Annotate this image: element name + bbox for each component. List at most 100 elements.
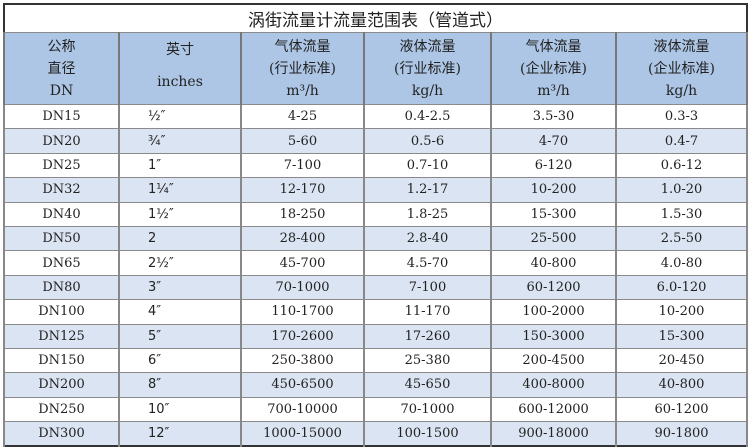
cell-gas-industry: 700-10000 bbox=[240, 396, 365, 423]
cell-gas-industry: 12-170 bbox=[240, 177, 365, 203]
header-line: (行业标准) bbox=[269, 60, 336, 77]
cell-liquid-enterprise: 2.5-50 bbox=[614, 225, 749, 252]
cell-inches: 1″ bbox=[118, 152, 242, 179]
cell-liquid-enterprise: 0.3-3 bbox=[614, 103, 749, 130]
cell-liquid-enterprise: 90-1800 bbox=[614, 421, 749, 447]
column-header-gas-enterprise: 气体流量 (企业标准) m³/h bbox=[490, 32, 617, 105]
table-row: DN50 2 28-400 2.8-40 25-500 2.5-50 bbox=[3, 225, 749, 252]
header-line: inches bbox=[157, 73, 203, 90]
header-line: (行业标准) bbox=[394, 60, 461, 77]
cell-liquid-industry: 0.7-10 bbox=[363, 152, 492, 179]
cell-liquid-industry: 1.2-17 bbox=[363, 177, 492, 203]
cell-gas-enterprise: 60-1200 bbox=[490, 274, 617, 301]
header-line: kg/h bbox=[665, 82, 698, 99]
header-line: 液体流量 bbox=[653, 38, 710, 55]
cell-gas-enterprise: 15-300 bbox=[490, 201, 617, 227]
cell-liquid-industry: 4.5-70 bbox=[363, 250, 492, 276]
cell-dn: DN65 bbox=[3, 250, 120, 276]
header-line: 气体流量 bbox=[274, 38, 331, 55]
cell-inches: ¾″ bbox=[118, 128, 242, 154]
column-header-inches: 英寸 inches bbox=[118, 32, 242, 105]
header-row: 公称直径 DN 英寸 inches 气体流量 (行业标准) m³/h 液体流量 (行业标准) kg… bbox=[3, 32, 749, 105]
table-row: DN125 5″ 170-2600 17-260 150-3000 15-300 bbox=[3, 323, 749, 349]
table-title: 涡街流量计流量范围表（管道式） bbox=[3, 3, 748, 33]
cell-dn: DN125 bbox=[3, 323, 120, 349]
cell-gas-industry: 45-700 bbox=[240, 250, 365, 276]
header-line: (企业标准) bbox=[648, 60, 715, 77]
cell-inches: 4″ bbox=[118, 299, 242, 325]
cell-dn: DN15 bbox=[3, 103, 120, 130]
cell-gas-industry: 28-400 bbox=[240, 225, 365, 252]
table-row: DN80 3″ 70-1000 7-100 60-1200 6.0-120 bbox=[3, 274, 749, 301]
column-header-liquid-enterprise: 液体流量 (企业标准) kg/h bbox=[614, 32, 749, 105]
cell-inches: 3″ bbox=[118, 274, 242, 301]
cell-gas-enterprise: 10-200 bbox=[490, 177, 617, 203]
cell-gas-enterprise: 25-500 bbox=[490, 225, 617, 252]
cell-liquid-enterprise: 1.0-20 bbox=[614, 177, 749, 203]
cell-dn: DN50 bbox=[3, 225, 120, 252]
cell-liquid-industry: 2.8-40 bbox=[363, 225, 492, 252]
cell-inches: 1½″ bbox=[118, 201, 242, 227]
cell-gas-industry: 250-3800 bbox=[240, 347, 365, 374]
header-line: 直径 bbox=[47, 60, 76, 77]
cell-liquid-enterprise: 10-200 bbox=[614, 299, 749, 325]
cell-dn: DN250 bbox=[3, 396, 120, 423]
cell-gas-enterprise: 400-8000 bbox=[490, 372, 617, 398]
cell-inches: 1¼″ bbox=[118, 177, 242, 203]
cell-dn: DN25 bbox=[3, 152, 120, 179]
cell-dn: DN200 bbox=[3, 372, 120, 398]
cell-gas-industry: 70-1000 bbox=[240, 274, 365, 301]
cell-liquid-enterprise: 6.0-120 bbox=[614, 274, 749, 301]
header-line: 公称 bbox=[47, 38, 76, 55]
cell-liquid-industry: 70-1000 bbox=[363, 396, 492, 423]
cell-dn: DN20 bbox=[3, 128, 120, 154]
cell-gas-industry: 170-2600 bbox=[240, 323, 365, 349]
column-header-dn: 公称直径 DN bbox=[3, 32, 120, 105]
cell-inches: 10″ bbox=[118, 396, 242, 423]
cell-liquid-industry: 25-380 bbox=[363, 347, 492, 374]
cell-liquid-enterprise: 0.4-7 bbox=[614, 128, 749, 154]
cell-inches: 12″ bbox=[118, 421, 242, 447]
table-row: DN20 ¾″ 5-60 0.5-6 4-70 0.4-7 bbox=[3, 128, 749, 154]
cell-dn: DN32 bbox=[3, 177, 120, 203]
table-row: DN32 1¼″ 12-170 1.2-17 10-200 1.0-20 bbox=[3, 177, 749, 203]
cell-liquid-industry: 17-260 bbox=[363, 323, 492, 349]
header-line: 英寸 bbox=[166, 41, 194, 58]
cell-inches: 8″ bbox=[118, 372, 242, 398]
flow-range-table: 涡街流量计流量范围表（管道式） 公称直径 DN 英寸 inches 气体流量 (行业标准)… bbox=[3, 3, 749, 447]
cell-gas-industry: 450-6500 bbox=[240, 372, 365, 398]
cell-liquid-industry: 0.4-2.5 bbox=[363, 103, 492, 130]
cell-gas-industry: 7-100 bbox=[240, 152, 365, 179]
cell-gas-industry: 18-250 bbox=[240, 201, 365, 227]
header-line: DN bbox=[49, 82, 74, 99]
cell-liquid-enterprise: 40-800 bbox=[614, 372, 749, 398]
cell-inches: 6″ bbox=[118, 347, 242, 374]
header-line: m³/h bbox=[537, 82, 570, 99]
cell-liquid-enterprise: 20-450 bbox=[614, 347, 749, 374]
table-row: DN25 1″ 7-100 0.7-10 6-120 0.6-12 bbox=[3, 152, 749, 179]
cell-dn: DN40 bbox=[3, 201, 120, 227]
cell-gas-enterprise: 3.5-30 bbox=[490, 103, 617, 130]
cell-gas-industry: 5-60 bbox=[240, 128, 365, 154]
cell-gas-enterprise: 600-12000 bbox=[490, 396, 617, 423]
header-line: kg/h bbox=[411, 82, 444, 99]
cell-liquid-industry: 7-100 bbox=[363, 274, 492, 301]
cell-dn: DN80 bbox=[3, 274, 120, 301]
cell-liquid-enterprise: 15-300 bbox=[614, 323, 749, 349]
column-header-gas-industry: 气体流量 (行业标准) m³/h bbox=[240, 32, 365, 105]
header-line: 液体流量 bbox=[399, 38, 456, 55]
cell-dn: DN150 bbox=[3, 347, 120, 374]
cell-gas-enterprise: 100-2000 bbox=[490, 299, 617, 325]
cell-dn: DN100 bbox=[3, 299, 120, 325]
cell-liquid-industry: 0.5-6 bbox=[363, 128, 492, 154]
cell-gas-enterprise: 6-120 bbox=[490, 152, 617, 179]
cell-liquid-industry: 100-1500 bbox=[363, 421, 492, 447]
table-row: DN250 10″ 700-10000 70-1000 600-12000 60-1200 bbox=[3, 396, 749, 423]
header-line: m³/h bbox=[286, 82, 319, 99]
table-row: DN15 ½″ 4-25 0.4-2.5 3.5-30 0.3-3 bbox=[3, 103, 749, 130]
cell-liquid-enterprise: 0.6-12 bbox=[614, 152, 749, 179]
cell-gas-industry: 4-25 bbox=[240, 103, 365, 130]
cell-inches: 2½″ bbox=[118, 250, 242, 276]
cell-inches: 2 bbox=[118, 225, 242, 252]
cell-inches: ½″ bbox=[118, 103, 242, 130]
